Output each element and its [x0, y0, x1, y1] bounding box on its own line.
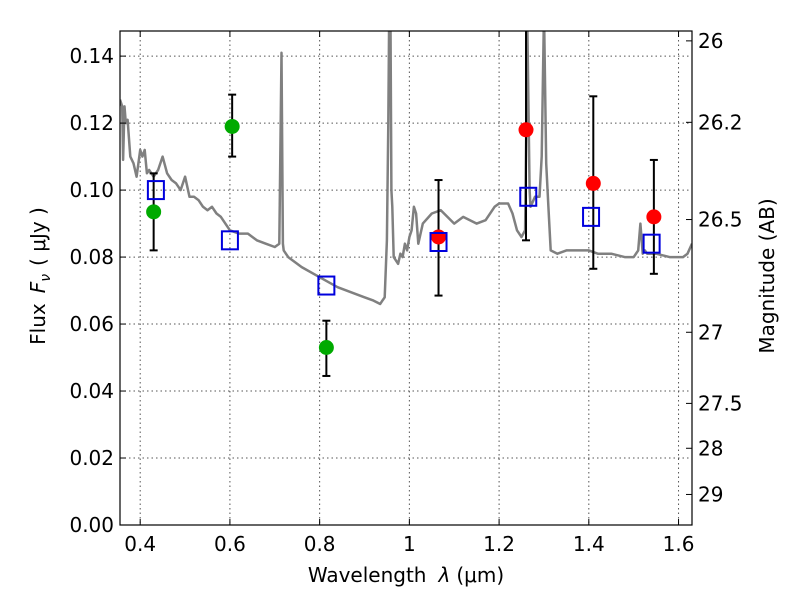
data-point: [146, 204, 162, 220]
y-tick-label: 0.02: [69, 446, 114, 470]
data-point: [585, 175, 601, 191]
data-point-square: [146, 180, 165, 201]
data-point: [431, 229, 447, 245]
data-point-square: [642, 233, 661, 254]
y2-tick-label: 28: [698, 436, 723, 460]
y-tick-label: 0.04: [69, 379, 114, 403]
data-point-square: [582, 206, 601, 227]
x-axis-ticks: 0.4 0.6 0.8 1 1.2 1.4 1.6: [124, 31, 694, 556]
data-points: [146, 118, 662, 355]
y2-tick-label: 27: [698, 320, 723, 344]
y2-axis-ticks: 26 26.2 26.5 27 27.5 28 29: [686, 29, 743, 506]
x-tick-label: 0.6: [214, 532, 246, 556]
data-point-square: [220, 230, 239, 251]
y2-axis-title: Magnitude (AB): [755, 198, 779, 353]
plot-frame: [119, 30, 693, 526]
data-point: [318, 339, 334, 355]
y-tick-label: 0.14: [69, 44, 114, 68]
y-tick-label: 0.00: [69, 513, 114, 537]
spectrum-layer: [120, 31, 692, 306]
data-point-square: [317, 275, 336, 296]
x-tick-label: 1: [403, 532, 416, 556]
x-axis-title: Wavelength λ (μm): [308, 563, 504, 587]
x-tick-label: 0.8: [304, 532, 336, 556]
y-axis-title: FluxFν( μJy ): [26, 207, 54, 345]
data-point: [224, 118, 240, 134]
y2-tick-label: 29: [698, 482, 723, 506]
x-tick-label: 0.4: [124, 532, 156, 556]
grid: [120, 31, 692, 526]
data-point: [646, 209, 662, 225]
y-tick-label: 0.12: [69, 111, 114, 135]
x-tick-label: 1.6: [663, 532, 695, 556]
y2-tick-label: 26.2: [698, 110, 743, 134]
y2-tick-label: 26.5: [698, 208, 743, 232]
x-tick-label: 1.2: [483, 532, 515, 556]
data-point: [518, 122, 534, 138]
y-tick-label: 0.08: [69, 245, 114, 269]
y-tick-label: 0.06: [69, 312, 114, 336]
spectrum-line: [120, 31, 692, 306]
y2-tick-label: 26: [698, 29, 723, 53]
y2-tick-label: 27.5: [698, 391, 743, 415]
data-point-square: [519, 186, 538, 207]
y-axis-ticks: 0.00 0.02 0.04 0.06 0.08 0.10 0.12 0.14: [69, 44, 126, 537]
data-point-square: [429, 231, 448, 252]
y-tick-label: 0.10: [69, 178, 114, 202]
x-tick-label: 1.4: [573, 532, 605, 556]
